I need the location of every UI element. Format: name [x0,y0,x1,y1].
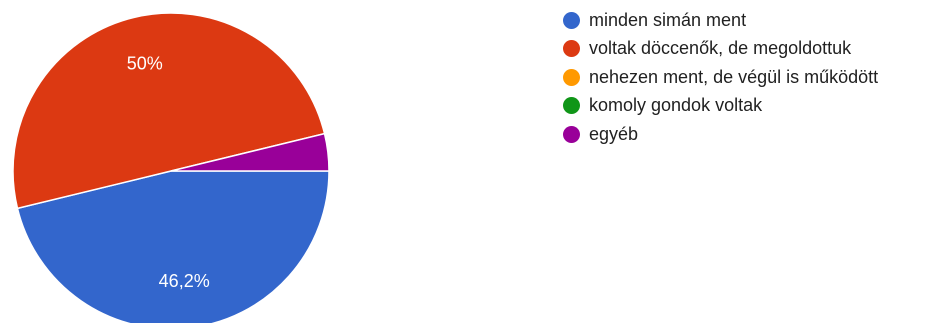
legend-swatch-icon [563,97,580,115]
legend-swatch-icon [563,40,580,58]
legend-item-komoly-gondok-voltak[interactable]: komoly gondok voltak [563,92,878,121]
legend-item-egyeb[interactable]: egyéb [563,120,878,149]
pie-labels: 46,2% 50% [127,54,210,291]
pie-slice-egyeb[interactable] [170,132,330,172]
legend-label: komoly gondok voltak [589,95,763,116]
pie-slices [12,12,330,323]
legend-item-minden-siman-ment[interactable]: minden simán ment [563,6,878,35]
legend-label: minden simán ment [589,9,747,30]
legend-item-voltak-doccenok-de-megoldottuk[interactable]: voltak döccenők, de megoldottuk [563,35,878,64]
chart-legend: minden simán ment voltak döccenők, de meg… [563,6,878,149]
legend-label: nehezen ment, de végül is működött [589,66,879,87]
pie-slice-voltak-doccenok-de-megoldottuk[interactable] [12,12,326,210]
legend-swatch-icon [563,125,580,143]
legend-label: egyéb [589,123,639,144]
legend-swatch-icon [563,11,580,29]
legend-label: voltak döccenők, de megoldottuk [589,38,852,59]
legend-item-nehezen-ment-de-vegul-is-mukodott[interactable]: nehezen ment, de végül is működött [563,63,878,92]
slice-label-minden-siman-ment: 46,2% [159,271,210,291]
pie-slice-minden-siman-ment[interactable] [16,170,330,323]
slice-label-voltak-doccenok-de-megoldottuk: 50% [127,54,163,74]
legend-swatch-icon [563,68,580,86]
